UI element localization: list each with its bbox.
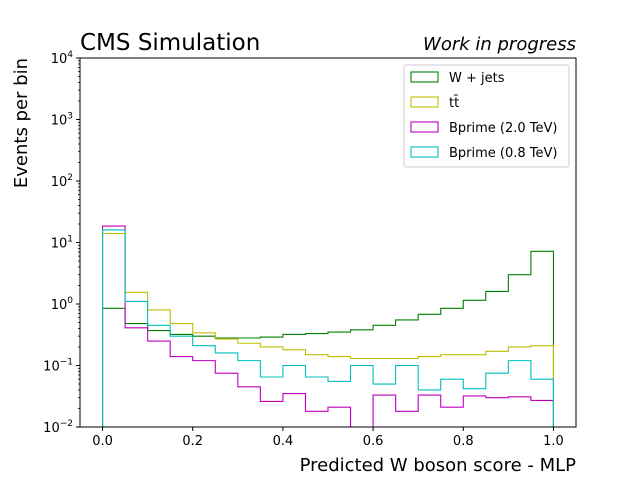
histogram-series-group [101, 225, 555, 427]
legend-label-2: Bprime (2.0 TeV) [449, 121, 558, 136]
x-tick-label: 0.4 [273, 434, 294, 449]
series-step-3 [101, 229, 555, 427]
legend-frame [403, 64, 570, 168]
legend-label-1: tt̄ [449, 96, 459, 111]
legend: W + jets tt̄ Bprime (2.0 TeV) Bprime (0.8 T… [403, 64, 570, 168]
x-tick-label: 0.0 [92, 434, 113, 449]
y-tick-label: 104 [51, 50, 74, 67]
y-axis-label: Events per bin [11, 58, 32, 188]
legend-swatch-2 [410, 121, 439, 133]
y-tick-label: 10−1 [43, 358, 73, 375]
x-axis-label: Predicted W boson score - MLP [300, 455, 577, 476]
legend-swatch-0 [410, 71, 439, 83]
x-tick-label: 1.0 [543, 434, 564, 449]
legend-swatch-3 [410, 146, 439, 158]
x-axis: 0.0 0.2 0.4 0.6 0.8 1.0 [92, 427, 564, 449]
plot-area [101, 225, 555, 427]
y-tick-label: 103 [51, 112, 73, 129]
y-tick-label: 102 [51, 173, 73, 190]
series-step-1 [101, 232, 555, 427]
title-left: CMS Simulation [80, 30, 260, 56]
x-tick-label: 0.8 [453, 434, 474, 449]
y-axis: 10−2 10−1 100 101 102 103 104 [43, 50, 80, 436]
y-tick-label: 100 [51, 296, 74, 313]
y-tick-label: 10−2 [43, 419, 73, 436]
legend-swatch-1 [410, 96, 439, 108]
x-tick-label: 0.2 [182, 434, 203, 449]
y-tick-label: 101 [51, 235, 73, 252]
x-tick-label: 0.6 [363, 434, 384, 449]
legend-label-3: Bprime (0.8 TeV) [449, 146, 558, 161]
legend-label-0: W + jets [449, 71, 505, 86]
series-step-2 [101, 225, 555, 427]
title-right: Work in progress [423, 34, 576, 55]
